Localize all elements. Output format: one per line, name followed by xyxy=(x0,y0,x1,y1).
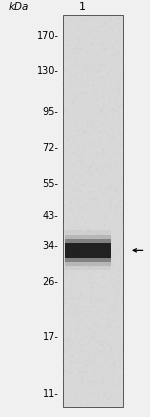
Text: 55-: 55- xyxy=(42,178,58,188)
Bar xyxy=(64,258,111,262)
Bar xyxy=(64,230,111,243)
Bar xyxy=(64,239,111,243)
Bar xyxy=(64,258,111,270)
Text: 26-: 26- xyxy=(43,276,58,286)
Text: 34-: 34- xyxy=(43,241,58,251)
Text: 130-: 130- xyxy=(37,66,58,76)
Bar xyxy=(64,258,111,266)
Text: 95-: 95- xyxy=(43,107,58,117)
Text: 170-: 170- xyxy=(36,31,58,41)
Bar xyxy=(63,15,123,407)
Text: kDa: kDa xyxy=(9,2,29,12)
Text: 1: 1 xyxy=(79,2,86,12)
Text: 72-: 72- xyxy=(42,143,58,153)
Text: 11-: 11- xyxy=(43,389,58,399)
Text: 17-: 17- xyxy=(43,332,58,342)
Bar xyxy=(64,234,111,243)
Bar xyxy=(64,243,111,258)
Text: 43-: 43- xyxy=(43,211,58,221)
